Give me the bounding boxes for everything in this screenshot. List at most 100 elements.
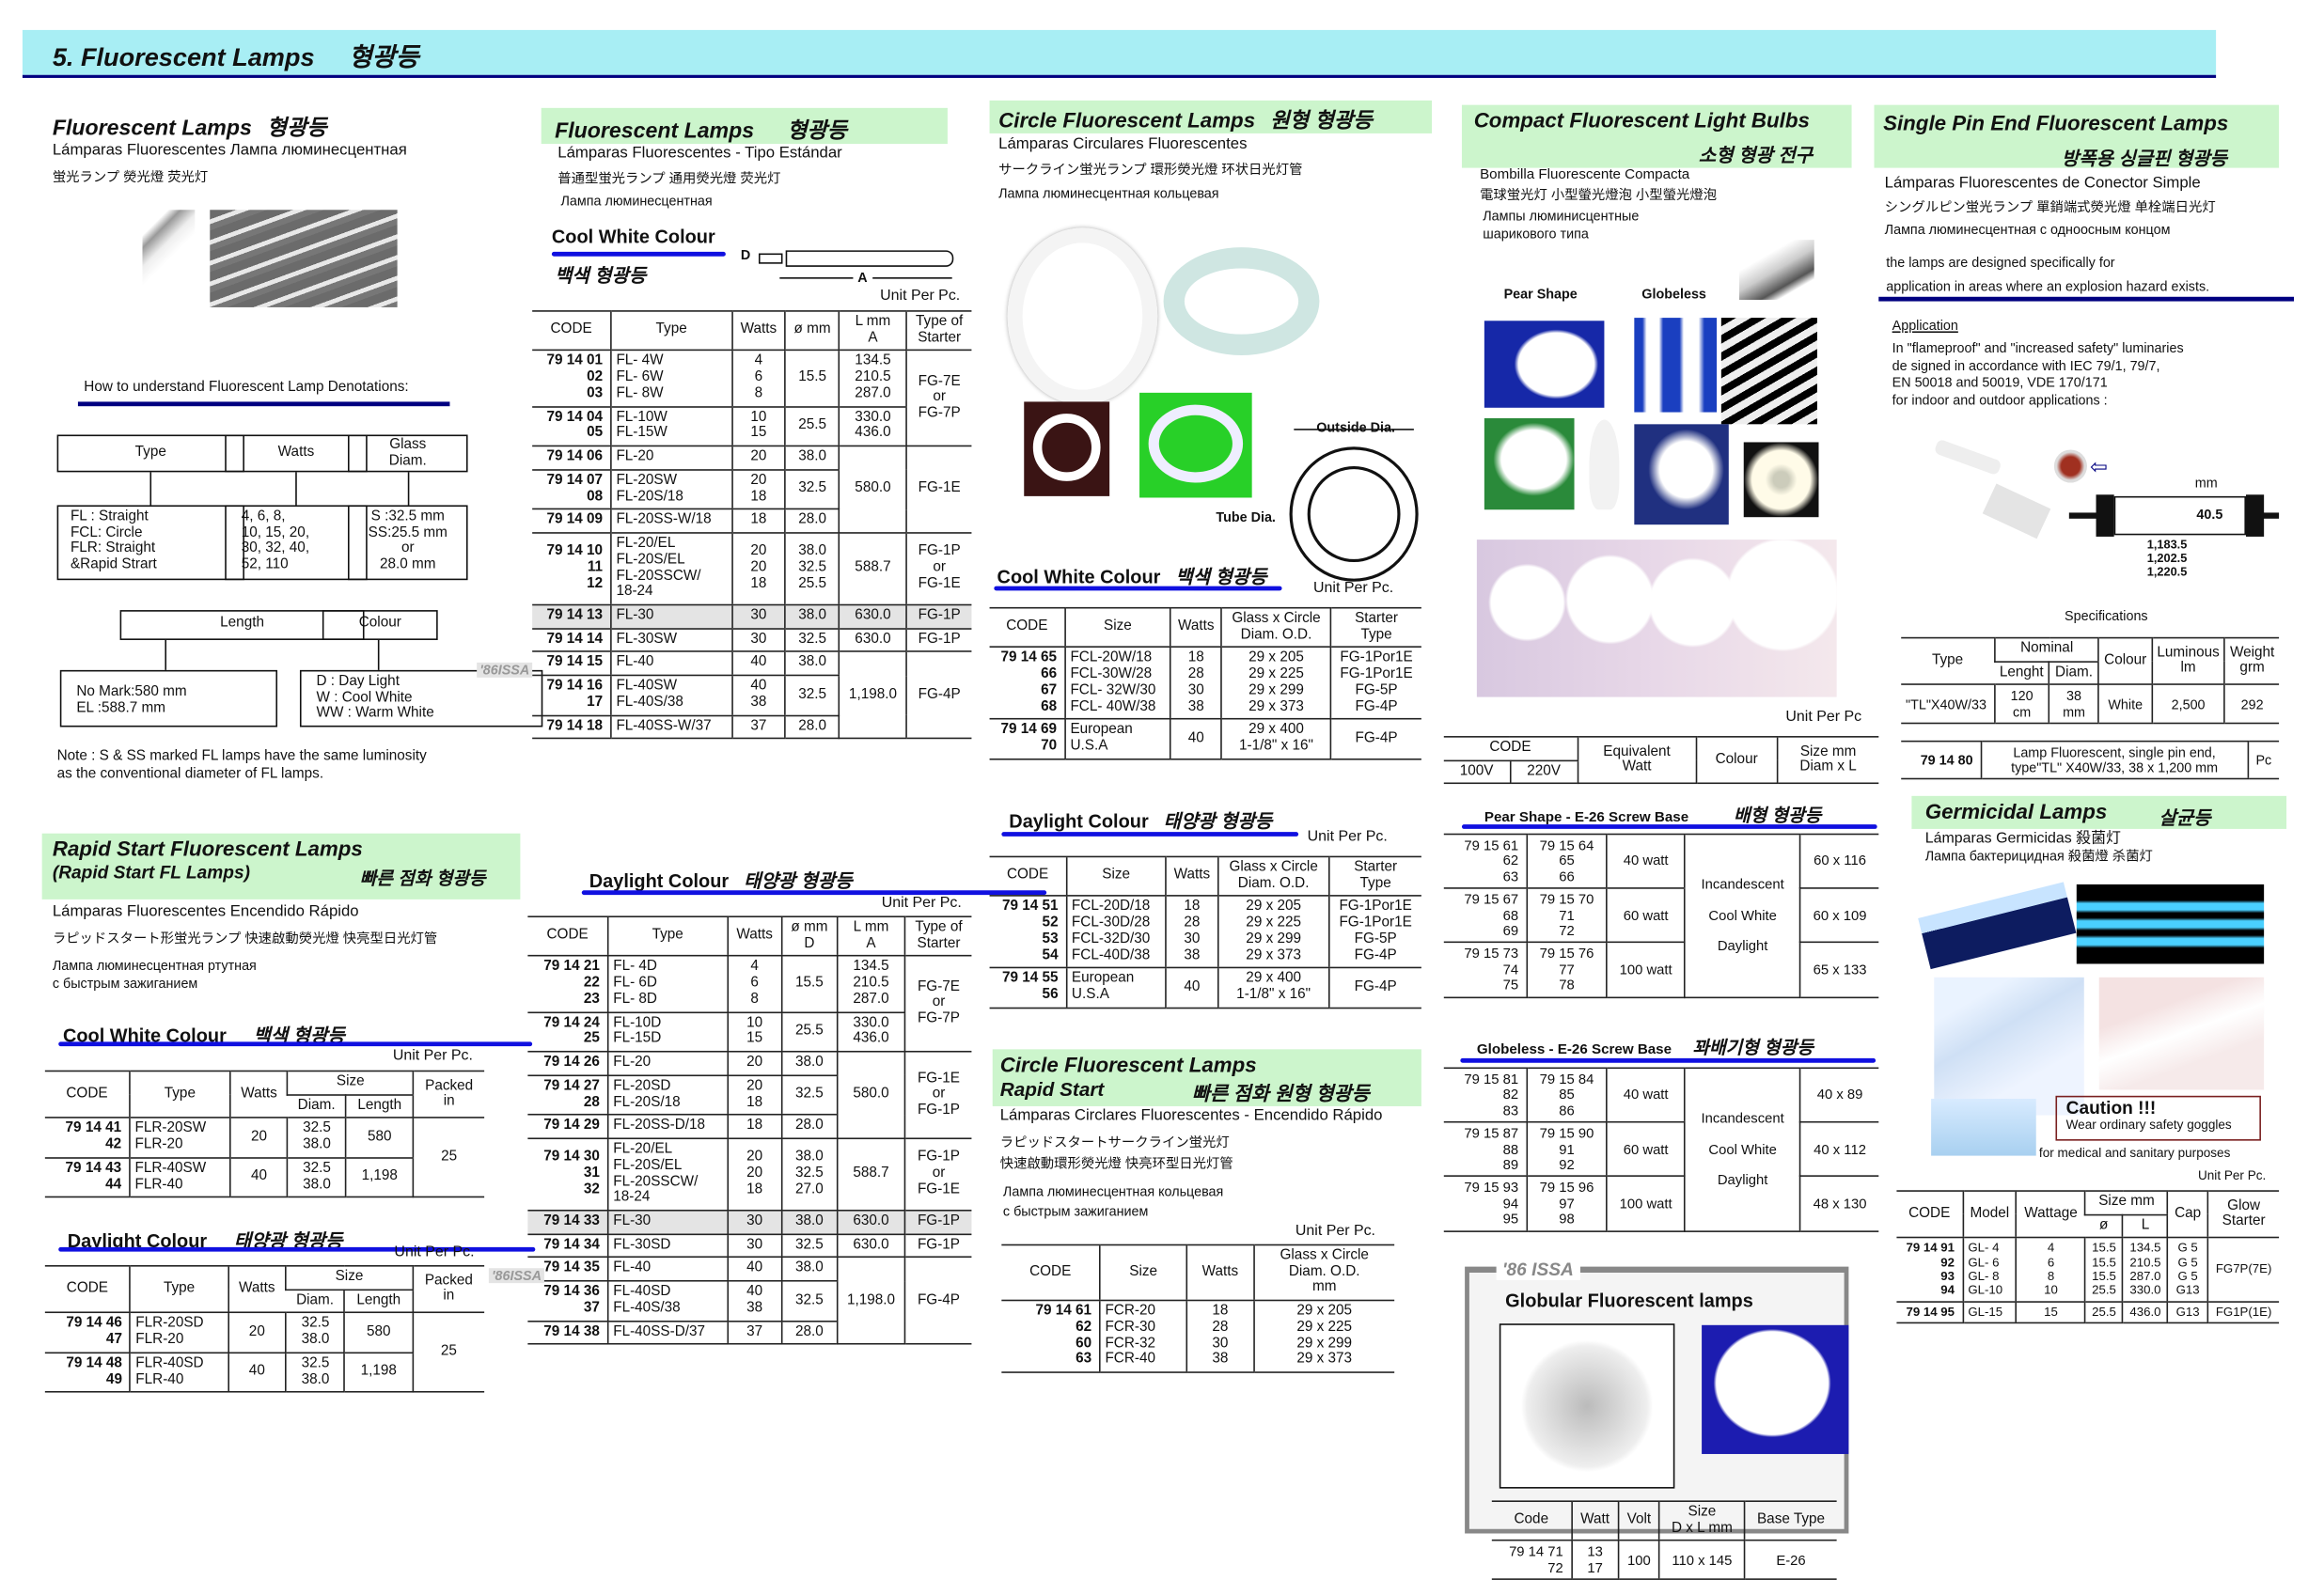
circle-cool-underline [994,586,1282,591]
globular-table: Code Watt Volt Size D x L mm Base Type 79 14 … [1491,1500,1837,1580]
globular-table-wrap: Code Watt Volt Size D x L mm Base Type 79 14 … [1491,1500,1837,1580]
table-cell: 79 14 14 [532,627,611,653]
dim-diameter: 40.5 [2196,507,2223,522]
cfl-side-photo [1738,240,1814,300]
column-header: Size [287,1070,414,1096]
table-cell: E-26 [1743,1540,1837,1580]
table-row: 79 15 67 68 69 79 15 70 71 72 60 watt 60 x … [1443,887,1879,944]
table-cell: 30 [726,1210,782,1235]
table-row: "TL"X40W/33 120 cm 38 mm White 2,500 292 [1901,683,2280,724]
table-cell: 630.0 [839,603,907,630]
table-cell: 79 14 33 [527,1210,608,1235]
unit-label: Unit Per Pc. [1307,828,1388,846]
rapid-day-table: CODE Type Watts Size Packed in Diam. Length 79 … [44,1264,485,1394]
table-cell: 79 14 36 37 [527,1280,608,1322]
table-cell: 25.5 [784,405,840,447]
tube-shape [785,250,954,267]
germicidal-four-pin-photo [2098,977,2265,1090]
table-cell: FG-7E or FG-7P [903,955,972,1053]
application-text: In "flameproof" and "increased safety" l… [1892,340,2184,408]
standard-title: Fluorescent Lamps 형광등 [555,114,847,145]
table-row: 79 14 69 70 European U.S.A 40 29 x 400 1-1/… [989,718,1421,760]
column-header: L mm A [836,915,905,958]
table-cell: FL-10W FL-15W [610,405,732,447]
rapid-cool-underline [58,1041,533,1047]
table-row: 79 14 41 42 FLR-20SW FLR-20 20 32.5 38.0 580… [44,1117,485,1198]
outer-ring [1289,446,1419,582]
table-cell: 38.0 [780,1210,838,1235]
single-pin-band [1874,104,2280,168]
heading-korean: 태양광 형광등 [744,870,853,892]
length-values-box: No Mark:580 mm EL :588.7 mm [59,669,278,727]
table-cell: 1,198.0 [839,650,907,740]
column-header: CODE [989,855,1067,898]
pear-heading: Pear Shape - E-26 Screw Base 배형 형광등 [1484,802,1822,827]
column-header: Watts [726,915,782,958]
rapid-start-title: Rapid Start Fluorescent Lamps [52,836,363,861]
table-cell: FL-40SW FL-40S/38 [610,674,732,716]
table-cell: FG-1Por1E FG-1Por1E FG-5P FG-4P [1329,647,1421,721]
header-row: CODE Model Wattage Size mm Cap Glow Starter [1896,1190,2280,1240]
fl-cool-table: CODE Type Watts ø mm L mm A Type of Starter 79… [532,310,972,740]
dim-length-1: 1,183.5 [2146,538,2188,552]
table-cell: 48 x 130 [1799,1176,1879,1232]
table-cell: FG-7E or FG-7P [905,350,972,447]
connector [149,472,152,506]
column-header: CODE [1896,1190,1963,1240]
column-header: Weight grm [2223,636,2280,686]
heading-text: Cool White Colour [62,1025,227,1047]
table-cell: FLR-40SD FLR-40 [129,1352,228,1394]
colour-values-box: D : Day Light W : Cool White WW : Warm W… [299,669,543,727]
table-cell: FG-4P [1327,967,1421,1009]
column-header: Type [610,310,732,352]
table-row: 79 15 87 88 89 79 15 90 91 92 60 watt 40 x … [1443,1121,1879,1178]
dim-unit: mm [2194,475,2218,491]
table-cell: 10 15 [726,1010,782,1053]
table-cell: 79 14 71 72 [1491,1540,1572,1580]
table-cell: 40 38 [726,1280,782,1322]
table-cell: 79 14 48 49 [44,1352,131,1394]
single-pin-es: Lámparas Fluorescentes de Conector Simpl… [1884,173,2201,193]
table-cell: 4 6 8 [730,350,786,408]
table-cell: 79 15 73 74 75 [1443,942,1527,998]
germicidal-es: Lámparas Germicidas 殺菌灯 [1924,830,2121,848]
circle-rapid-ru: Лампа люминесцентная кольцевая с быстрым… [1002,1183,1224,1219]
single-pin-holder-photo [1982,483,2051,540]
table-cell: 4 6 8 10 [2016,1237,2086,1303]
column-header: Type of Starter [903,915,972,958]
column-header: Code [1491,1500,1572,1542]
column-header: Cap [2167,1190,2208,1240]
table-cell: FL-40 [610,650,732,677]
table-cell: 79 14 80 [1901,740,1982,780]
table-cell: 18 28 30 38 [1186,1300,1254,1374]
table-cell: 79 15 61 62 63 [1443,833,1527,890]
end-cap-right [2246,494,2265,537]
green-pear-photo [1484,417,1575,510]
spiral-bulb-photo [1720,318,1817,425]
table-cell: 79 14 55 56 [989,967,1067,1009]
table-cell: FL-30SW [610,627,732,653]
table-cell: 29 x 205 29 x 225 29 x 299 29 x 373 [1217,895,1329,969]
germicidal-ru: Лампа бактерицидная 殺菌燈 杀菌灯 [1924,848,2153,864]
outside-dia-line [1294,429,1414,430]
header-row: CODE Type Watts Size Packed in [44,1070,485,1119]
single-pin-tube-photo [1933,438,2002,477]
type-box: Type [56,434,244,473]
circle-lamp-dark-photo [1024,401,1110,496]
standard-cjk: 普通型蛍光ランプ 通用熒光燈 荧光灯 [557,170,781,186]
heading-text: Daylight Colour [67,1230,208,1252]
column-header: Length [345,1093,414,1119]
table-cell: 580 [343,1312,413,1354]
table-cell: 79 15 76 77 78 [1526,942,1608,998]
table-row: 79 14 16 17 FL-40SW FL-40S/38 40 38 32.5 [532,674,971,716]
table-cell: 79 14 01 02 03 [532,350,611,408]
table-cell: FG-4P [905,650,972,740]
table-cell: FL-20 [610,445,732,471]
column-header: Base Type [1743,1500,1837,1542]
diagram-label-d: D [740,247,751,263]
table-cell: 20 [730,445,786,471]
globeless-table-wrap: 79 15 81 82 83 79 15 84 85 86 40 watt Incan… [1443,1067,1879,1232]
table-row: 79 14 30 31 32 FL-20/EL FL-20S/EL FL-20SS… [527,1137,972,1212]
standard-cool-heading-korean: 백색 형광등 [555,265,647,287]
